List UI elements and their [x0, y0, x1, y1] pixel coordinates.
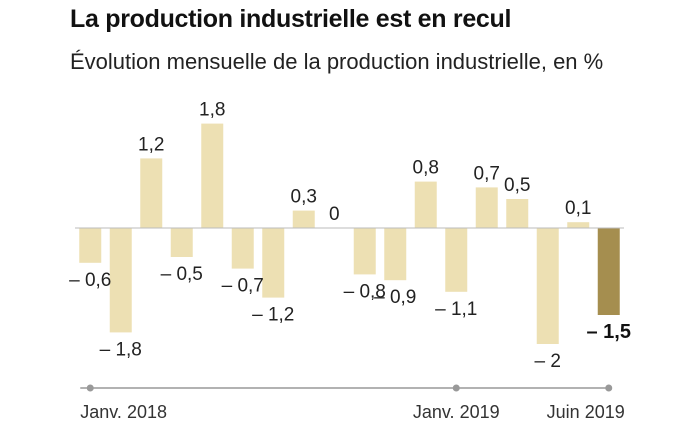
value-label-2018-09: 0	[329, 204, 340, 225]
bars-group	[79, 123, 620, 344]
bar-2018-10	[353, 228, 376, 275]
bar-2018-12	[414, 181, 437, 228]
value-label-2018-01: – 0,6	[69, 270, 111, 291]
x-tick-label-0: Janv. 2018	[80, 402, 167, 422]
chart-subtitle: Évolution mensuelle de la production ind…	[70, 49, 604, 74]
chart-title: La production industrielle est en recul	[70, 5, 512, 33]
bar-2019-05	[567, 222, 590, 228]
value-label-2018-08: 0,3	[291, 187, 317, 208]
bar-2019-03	[506, 199, 529, 228]
value-label-2018-05: 1,8	[199, 100, 225, 121]
x-tick-dot-0	[86, 384, 94, 392]
bar-2018-01	[79, 228, 102, 263]
x-tick-label-17: Juin 2019	[547, 402, 625, 422]
value-label-2018-10: – 0,8	[344, 281, 386, 302]
bar-2018-02	[109, 228, 132, 333]
value-label-2018-11: – 0,9	[374, 287, 416, 308]
x-tick-dot-17	[605, 384, 613, 392]
value-label-2018-02: – 1,8	[100, 339, 142, 360]
x-tick-label-12: Janv. 2019	[413, 402, 500, 422]
bar-2018-07	[262, 228, 285, 298]
value-label-2018-06: – 0,7	[222, 276, 264, 297]
bar-2018-06	[231, 228, 254, 269]
value-label-2019-03: 0,5	[504, 175, 530, 196]
value-label-2018-12: 0,8	[413, 158, 439, 179]
value-label-2019-02: 0,7	[474, 163, 500, 184]
bar-2019-06	[597, 228, 620, 315]
bar-2019-01	[445, 228, 468, 292]
bar-2018-05	[201, 123, 224, 228]
bar-2018-03	[140, 158, 163, 228]
value-label-2019-01: – 1,1	[435, 299, 477, 320]
value-label-2019-05: 0,1	[565, 198, 591, 219]
value-label-2018-04: – 0,5	[161, 264, 203, 285]
bar-2018-08	[292, 210, 315, 228]
bar-2019-02	[475, 187, 498, 228]
bar-2019-04	[536, 228, 559, 344]
x-tick-dot-12	[452, 384, 460, 392]
value-label-2018-07: – 1,2	[252, 305, 294, 326]
value-labels-group: – 0,6 – 1,8 1,2 – 0,5 1,8 – 0,7 – 1,2 0,3 0 – 0,8…	[69, 100, 631, 372]
value-label-2019-06: – 1,5	[587, 321, 631, 343]
x-axis: Janv. 2018 Janv. 2019 Juin 2019	[80, 384, 625, 422]
value-label-2018-03: 1,2	[138, 134, 164, 155]
value-label-2019-04: – 2	[535, 351, 561, 372]
bar-2018-11	[384, 228, 407, 281]
bar-2018-04	[170, 228, 193, 257]
